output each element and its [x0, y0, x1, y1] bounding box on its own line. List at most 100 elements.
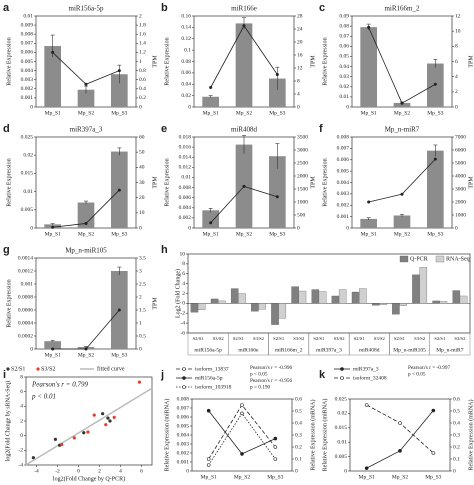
panel-title: Mp_n-miR105 [65, 247, 107, 255]
panel-title: miR166m_2 [384, 5, 420, 13]
panel-letter: k [319, 369, 326, 381]
x-tick-label: Mp_S2 [78, 231, 94, 237]
x-tick-label: Mp_S2 [236, 231, 252, 237]
series-point [364, 403, 369, 407]
panel-title: miR408d [231, 126, 258, 134]
y2-tick-label: 0.1 [295, 456, 302, 462]
legend-marker [182, 376, 186, 380]
y-tick-label: 0.09 [339, 13, 349, 19]
x-tick-label: Mp_S1 [203, 110, 219, 116]
x-tick-label: 2 [98, 468, 101, 474]
x-tick-label: Mp_S3 [267, 474, 283, 480]
plot-frame [349, 398, 451, 472]
x-tick-label: S2/S1 [394, 336, 406, 341]
x-tick-label: S3/S2 [334, 336, 346, 341]
y-tick-label: 0.03 [339, 74, 349, 80]
x-tick-label: Mp_S2 [234, 474, 250, 480]
y-tick-label: 0.1 [184, 47, 191, 53]
series-point [273, 445, 278, 449]
x-tick-label: S2/S1 [434, 336, 446, 341]
series-point [240, 411, 244, 416]
bar [379, 303, 387, 306]
series-point [398, 449, 402, 453]
y-tick-label: 0 [30, 104, 33, 110]
y-tick-label: 0 [30, 225, 33, 231]
point [86, 430, 90, 434]
y-tick-label: 0.005 [21, 59, 34, 65]
y-tick-label: 0.07 [339, 33, 349, 39]
group-label: miR408d [359, 347, 380, 353]
panel-letter: a [3, 2, 10, 14]
panel-letter: i [3, 369, 6, 381]
y-tick-label: 0.06 [181, 70, 191, 76]
bar [392, 303, 400, 315]
bar [291, 286, 299, 304]
y-tick-label: 0.05 [339, 54, 349, 60]
y-tick-label: 2 [182, 291, 185, 297]
y-tick-label: 0.008 [179, 185, 192, 191]
x-tick-label: S3/S2 [253, 336, 265, 341]
legend-label: isoform_103918 [195, 383, 232, 390]
y2-tick-label: 0.8 [139, 68, 146, 74]
y2-tick-label: 2 [139, 294, 142, 300]
tpm-point [84, 82, 88, 86]
y-tick-label: 6 [182, 271, 185, 277]
y-tick-label: 0.01 [23, 13, 33, 19]
y-tick-label: -4 [180, 320, 185, 326]
y-tick-label: 0.001 [337, 214, 350, 220]
y-tick-label: 0.002 [337, 203, 350, 209]
x-tick-label: 4 [119, 468, 122, 474]
y2-tick-label: 4000 [455, 173, 466, 179]
legend-marker [340, 367, 344, 371]
tpm-point [400, 192, 404, 196]
tpm-point [117, 308, 121, 312]
y-tick-label: 0.04 [339, 64, 349, 70]
x-tick-label: Mp_S1 [359, 474, 375, 480]
y-tick-label: -2 [18, 448, 23, 454]
x-tick-label: S3/S2 [414, 336, 426, 341]
y2-tick-label: 0 [297, 225, 300, 231]
y2-axis-label: TPM [152, 297, 158, 310]
bar [44, 341, 61, 349]
y-tick-label: 0.01 [23, 189, 33, 195]
y2-tick-label: 1500 [297, 186, 308, 192]
y2-axis-label: TPM [468, 176, 474, 189]
y-tick-label: -2 [180, 311, 185, 317]
bar [230, 288, 239, 304]
series-point [273, 457, 278, 461]
tpm-point [367, 25, 371, 29]
x-tick-label: Mp_S3 [111, 231, 127, 237]
y2-tick-label: 1000 [455, 212, 466, 218]
y-tick-label: 0.005 [335, 454, 348, 460]
group-label: miR166e [238, 347, 259, 353]
series-point [398, 421, 402, 425]
bar [197, 303, 206, 310]
y2-tick-label: 24 [297, 26, 303, 32]
y2-tick-label: 0 [295, 468, 298, 474]
x-tick-label: Mp_S1 [203, 231, 219, 237]
x-tick-label: Mp_S1 [45, 110, 61, 116]
bar [77, 202, 95, 228]
bar [359, 288, 367, 304]
legend-label: miR397a_3 [353, 366, 379, 372]
y-axis-label: Relative Expression [164, 158, 170, 206]
y-tick-label: 0.008 [337, 134, 350, 140]
annotation: Pearson's r = 0.799 [31, 381, 89, 389]
y-tick-label: 10 [180, 251, 186, 257]
series-line [208, 410, 276, 455]
bar [351, 291, 360, 304]
y-tick-label: 0 [186, 468, 189, 474]
point [31, 456, 35, 460]
point [82, 431, 86, 435]
y2-axis-label: TPM [152, 55, 158, 68]
y-tick-label: 0.015 [335, 425, 348, 431]
group-label: miR166m_2 [275, 347, 303, 353]
series-line [366, 410, 434, 469]
y-tick-label: 8 [182, 261, 185, 267]
series-point [206, 408, 211, 413]
bar [190, 303, 199, 313]
annotation: Pearson's r = -0.996 [250, 365, 293, 371]
panel-letter: d [3, 123, 10, 135]
x-tick-label: S2/S1 [233, 336, 245, 341]
y-axis-label: Relative Expression [6, 37, 12, 85]
